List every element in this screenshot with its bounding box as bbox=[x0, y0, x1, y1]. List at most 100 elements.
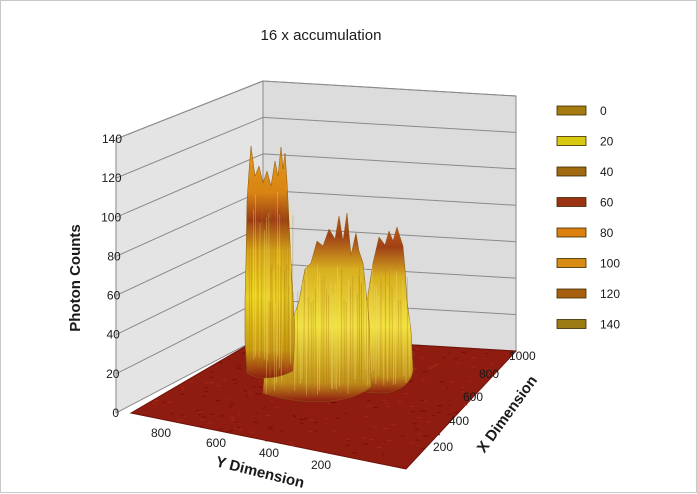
floor-speck bbox=[461, 352, 466, 353]
floor-speck bbox=[184, 416, 186, 417]
floor-speck bbox=[369, 439, 373, 440]
floor-speck bbox=[290, 442, 294, 443]
z-tick-label: 60 bbox=[107, 289, 121, 303]
floor-speck bbox=[232, 379, 237, 380]
floor-speck bbox=[231, 420, 234, 421]
floor-speck bbox=[367, 429, 369, 430]
floor-speck bbox=[346, 440, 351, 441]
floor-speck bbox=[346, 445, 350, 446]
floor-speck bbox=[416, 417, 420, 418]
floor-speck bbox=[419, 411, 422, 412]
floor-speck bbox=[363, 444, 368, 445]
floor-speck bbox=[419, 438, 422, 439]
floor-speck bbox=[242, 353, 245, 354]
x-tick-label: 200 bbox=[433, 440, 453, 454]
legend-label: 0 bbox=[600, 104, 607, 118]
floor-speck bbox=[210, 377, 213, 378]
floor-speck bbox=[171, 413, 174, 414]
floor-speck bbox=[422, 380, 425, 381]
floor-speck bbox=[384, 428, 388, 429]
floor-speck bbox=[292, 415, 294, 416]
floor-speck bbox=[325, 418, 327, 419]
floor-speck bbox=[432, 415, 435, 416]
floor-speck bbox=[206, 382, 208, 383]
floor-speck bbox=[398, 401, 402, 402]
floor-speck bbox=[469, 381, 471, 382]
floor-speck bbox=[437, 405, 442, 406]
floor-speck bbox=[253, 386, 256, 387]
floor-speck bbox=[259, 386, 263, 387]
z-tick-label: 80 bbox=[107, 249, 121, 263]
floor-speck bbox=[205, 387, 209, 388]
floor-speck bbox=[217, 385, 221, 386]
legend-label: 140 bbox=[600, 318, 620, 332]
floor-speck bbox=[428, 368, 433, 369]
floor-speck bbox=[333, 431, 336, 432]
floor-speck bbox=[227, 430, 229, 431]
floor-speck bbox=[424, 400, 427, 401]
floor-speck bbox=[411, 406, 415, 407]
floor-speck bbox=[362, 438, 366, 439]
floor-speck bbox=[182, 387, 185, 388]
x-tick-label: 800 bbox=[479, 367, 499, 381]
floor-speck bbox=[249, 393, 252, 394]
z-tick-label: 20 bbox=[106, 367, 120, 381]
floor-speck bbox=[490, 363, 493, 364]
floor-speck bbox=[268, 426, 273, 427]
z-tick-label: 140 bbox=[102, 132, 122, 146]
floor-speck bbox=[366, 405, 371, 406]
floor-speck bbox=[463, 404, 467, 405]
legend-swatch bbox=[557, 320, 586, 329]
legend-swatch bbox=[557, 198, 586, 207]
legend-label: 60 bbox=[600, 196, 614, 210]
floor-speck bbox=[453, 412, 458, 413]
floor-speck bbox=[219, 363, 221, 364]
floor-speck bbox=[239, 429, 242, 430]
floor-speck bbox=[253, 422, 257, 423]
floor-speck bbox=[196, 410, 199, 411]
floor-speck bbox=[455, 358, 457, 359]
legend-swatch bbox=[557, 259, 586, 268]
floor-speck bbox=[181, 414, 183, 415]
floor-speck bbox=[367, 400, 371, 401]
floor-speck bbox=[333, 402, 337, 403]
floor-speck bbox=[265, 440, 268, 441]
floor-speck bbox=[180, 394, 184, 395]
floor-speck bbox=[462, 387, 465, 388]
floor-speck bbox=[154, 400, 159, 401]
floor-speck bbox=[346, 439, 350, 440]
floor-speck bbox=[386, 403, 389, 404]
floor-speck bbox=[274, 407, 279, 408]
x-tick-label: 1000 bbox=[509, 349, 536, 363]
floor-speck bbox=[309, 420, 313, 421]
floor-speck bbox=[352, 452, 357, 453]
floor-speck bbox=[449, 353, 451, 354]
floor-speck bbox=[416, 440, 419, 441]
floor-speck bbox=[438, 434, 440, 435]
y-tick-label: 200 bbox=[311, 458, 331, 472]
floor-speck bbox=[163, 402, 165, 403]
floor-speck bbox=[431, 366, 435, 367]
floor-speck bbox=[425, 435, 428, 436]
floor-speck bbox=[197, 376, 200, 377]
floor-speck bbox=[418, 433, 422, 434]
legend-label: 100 bbox=[600, 257, 620, 271]
floor-speck bbox=[414, 368, 416, 369]
floor-speck bbox=[236, 368, 239, 369]
floor-speck bbox=[471, 366, 475, 367]
floor-speck bbox=[433, 365, 437, 366]
floor-speck bbox=[382, 400, 386, 401]
floor-speck bbox=[472, 357, 476, 358]
floor-speck bbox=[220, 362, 223, 363]
floor-speck bbox=[451, 381, 454, 382]
floor-speck bbox=[234, 383, 237, 384]
floor-speck bbox=[168, 402, 173, 403]
floor-speck bbox=[438, 412, 442, 413]
z-tick-label: 100 bbox=[101, 210, 121, 224]
floor-speck bbox=[485, 353, 488, 354]
floor-speck bbox=[238, 365, 241, 366]
floor-speck bbox=[228, 359, 230, 360]
floor-speck bbox=[330, 402, 333, 403]
